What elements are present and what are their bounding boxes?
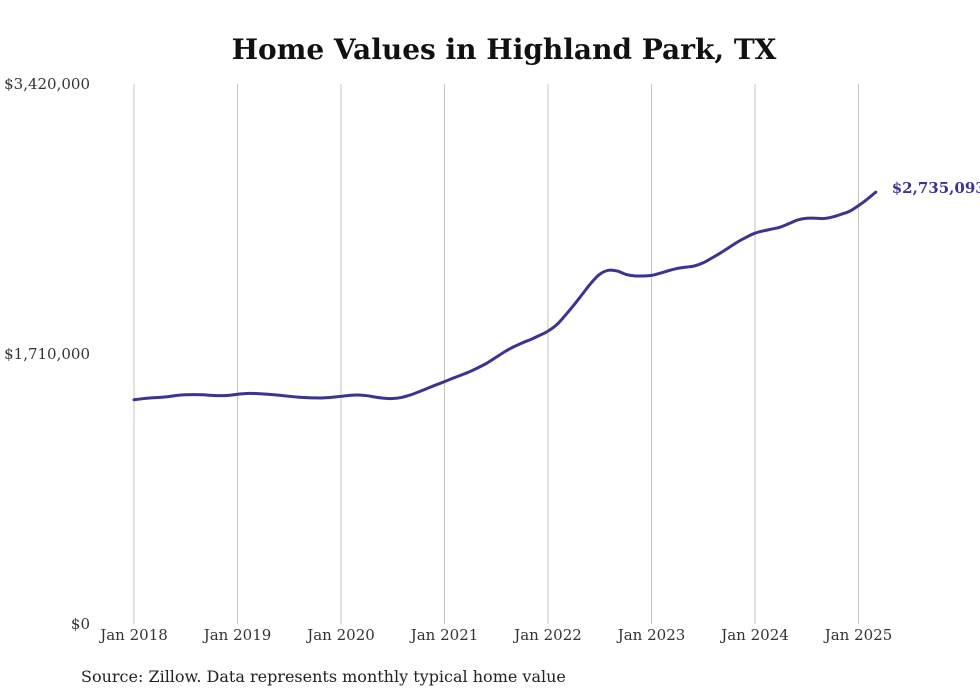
series-home-value — [132, 190, 878, 402]
x-tick-label: Jan 2019 — [202, 626, 272, 644]
vertical-gridlines — [133, 84, 859, 624]
x-axis-ticks: Jan 2018 Jan 2019 Jan 2020 Jan 2021 Jan 2022… — [98, 626, 892, 644]
end-value-label: $2,735,093 — [892, 179, 980, 197]
y-tick-label: $1,710,000 — [4, 345, 90, 363]
source-note: Source: Zillow. Data represents monthly … — [81, 667, 566, 686]
y-tick-label: $3,420,000 — [4, 75, 90, 93]
chart-title: Home Values in Highland Park, TX — [232, 33, 777, 66]
series-line — [132, 190, 878, 402]
x-tick-label: Jan 2018 — [98, 626, 168, 644]
end-value-label-group: $2,735,093 — [892, 179, 980, 197]
x-tick-label: Jan 2022 — [512, 626, 582, 644]
y-axis-ticks: $3,420,000 $1,710,000 $0 — [4, 75, 90, 633]
x-tick-label: Jan 2023 — [616, 626, 686, 644]
x-tick-label: Jan 2025 — [823, 626, 893, 644]
x-tick-label: Jan 2020 — [305, 626, 375, 644]
x-tick-label: Jan 2024 — [719, 626, 789, 644]
x-tick-label: Jan 2021 — [409, 626, 479, 644]
y-tick-label: $0 — [71, 615, 90, 633]
